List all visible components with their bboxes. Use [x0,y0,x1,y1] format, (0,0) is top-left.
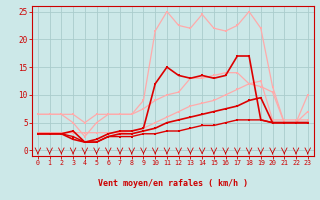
X-axis label: Vent moyen/en rafales ( km/h ): Vent moyen/en rafales ( km/h ) [98,179,248,188]
